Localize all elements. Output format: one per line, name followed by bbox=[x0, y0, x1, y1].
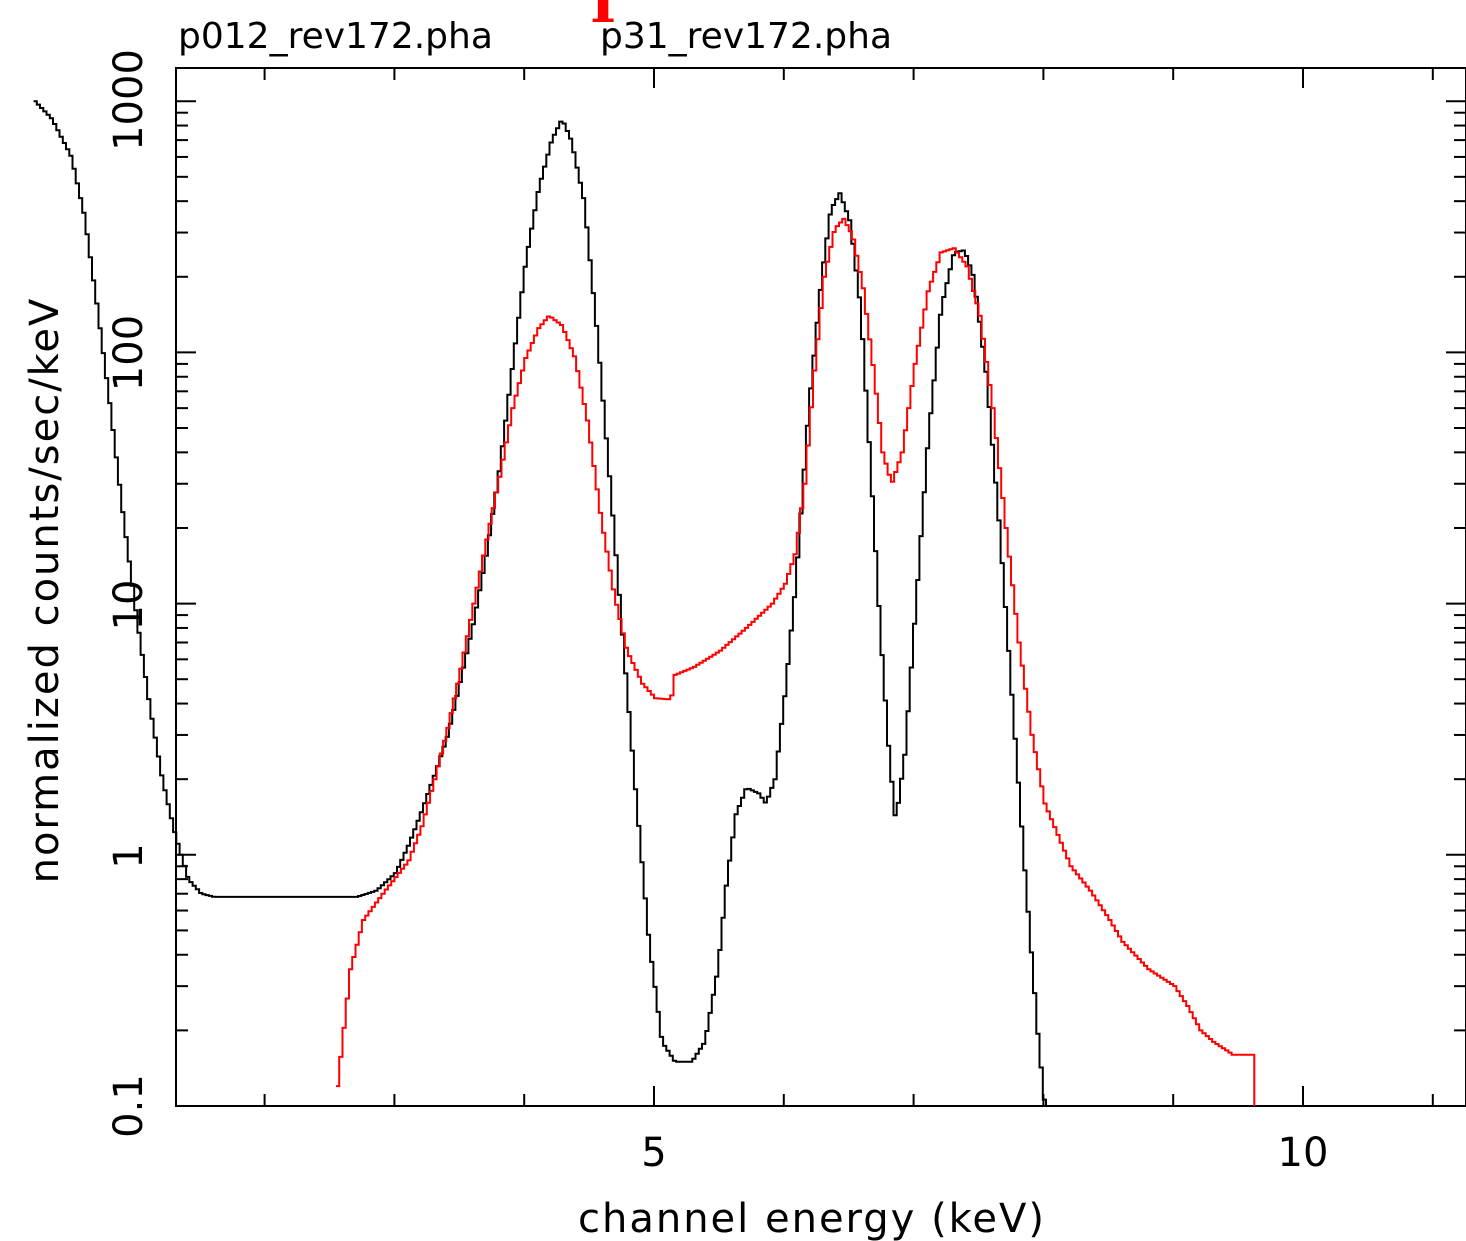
chart-title-right: p31_rev172.pha bbox=[600, 16, 892, 57]
axis-ticks bbox=[176, 68, 1466, 1107]
chart-title-left: p012_rev172.pha bbox=[178, 16, 493, 57]
series-line-red bbox=[336, 217, 1256, 1106]
chart-title-mark: I bbox=[590, 0, 616, 36]
series-layer bbox=[33, 100, 1256, 1106]
series-line-black bbox=[33, 100, 1047, 1106]
x-tick-label-10: 10 bbox=[1278, 1130, 1329, 1176]
plot-frame bbox=[175, 67, 1466, 1107]
x-axis-title: channel energy (keV) bbox=[578, 1196, 1046, 1241]
y-tick-label-100: 100 bbox=[106, 315, 152, 391]
y-tick-label-1000: 1000 bbox=[106, 49, 152, 151]
x-tick-label-5: 5 bbox=[641, 1130, 666, 1176]
y-tick-label-10: 10 bbox=[106, 580, 152, 631]
y-tick-label-1: 1 bbox=[106, 843, 152, 868]
y-tick-label-0.1: 0.1 bbox=[106, 1074, 152, 1138]
y-axis-title: normalized counts/sec/keV bbox=[22, 297, 68, 884]
